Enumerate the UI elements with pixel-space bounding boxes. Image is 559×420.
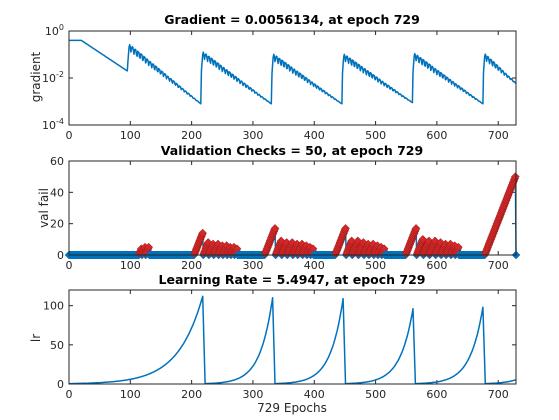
x-tick-label: 700	[488, 259, 509, 272]
x-tick-label: 600	[426, 129, 447, 142]
x-tick-label: 400	[304, 259, 325, 272]
x-tick-label: 500	[365, 388, 386, 401]
gradient-axes-box	[68, 30, 517, 126]
gradient-panel: Gradient = 0.0056134, at epoch 729 gradi…	[29, 12, 517, 142]
gradient-ylabel: gradient	[29, 51, 43, 102]
val-fail-point	[198, 228, 208, 238]
x-tick-label: 0	[66, 129, 73, 142]
learning-rate-xticks: 0 100 200 300 400 500 600 700	[66, 290, 509, 401]
val-fail-point	[144, 242, 154, 252]
x-tick-label: 0	[66, 259, 73, 272]
validation-xticks: 0 100 200 300 400 500 600 700	[66, 161, 509, 272]
gradient-xticks: 0 100 200 300 400 500 600 700	[66, 31, 509, 142]
validation-axes-box	[68, 160, 517, 256]
x-tick-label: 200	[181, 388, 202, 401]
y-tick-label: 0	[57, 249, 64, 262]
x-tick-label: 100	[120, 129, 141, 142]
x-tick-label: 500	[365, 129, 386, 142]
learning-rate-line	[68, 295, 517, 385]
learning-rate-ylabel: lr	[29, 334, 43, 342]
y-tick-label: 60	[50, 155, 64, 168]
x-tick-label: 300	[242, 388, 263, 401]
x-tick-label: 100	[120, 388, 141, 401]
y-tick-label: 10-4	[42, 117, 64, 132]
learning-rate-axes-box	[68, 289, 517, 385]
x-tick-label: 500	[365, 259, 386, 272]
x-tick-label: 400	[304, 129, 325, 142]
y-tick-label: 40	[50, 186, 64, 199]
validation-title: Validation Checks = 50, at epoch 729	[161, 143, 423, 158]
x-tick-label: 700	[488, 388, 509, 401]
gradient-line	[68, 39, 517, 105]
y-tick-label: 50	[50, 339, 64, 352]
validation-ylabel: val fail	[37, 188, 51, 228]
x-tick-label: 400	[304, 388, 325, 401]
validation-yticks: 0 20 40 60	[50, 155, 516, 262]
learning-rate-panel: Learning Rate = 5.4947, at epoch 729 lr …	[29, 272, 517, 415]
x-tick-label: 200	[181, 259, 202, 272]
validation-panel: Validation Checks = 50, at epoch 729 val…	[37, 143, 521, 272]
y-tick-label: 100	[45, 23, 64, 38]
x-tick-label: 200	[181, 129, 202, 142]
val-fail-point	[270, 224, 280, 233]
y-tick-label: 20	[50, 218, 64, 231]
x-tick-label: 600	[426, 259, 447, 272]
learning-rate-series	[68, 295, 517, 385]
learning-rate-title: Learning Rate = 5.4947, at epoch 729	[159, 272, 426, 287]
learning-rate-yticks: 0 50 100	[43, 300, 516, 391]
gradient-series	[68, 39, 517, 105]
validation-series	[64, 172, 521, 260]
gradient-title: Gradient = 0.0056134, at epoch 729	[164, 12, 420, 27]
x-tick-label: 300	[242, 259, 263, 272]
val-fail-point	[411, 224, 421, 233]
y-tick-label: 0	[57, 378, 64, 391]
val-fail-point	[454, 242, 463, 252]
x-tick-label: 300	[242, 129, 263, 142]
learning-rate-xlabel: 729 Epochs	[257, 401, 327, 415]
y-tick-label: 100	[43, 300, 64, 313]
val-fail-point	[511, 172, 520, 182]
x-tick-label: 700	[488, 129, 509, 142]
x-tick-label: 100	[120, 259, 141, 272]
y-tick-label: 10-2	[42, 70, 64, 85]
val-fail-point	[341, 224, 350, 233]
x-tick-label: 0	[66, 388, 73, 401]
val-fail-point	[418, 234, 428, 244]
x-tick-label: 600	[426, 388, 447, 401]
